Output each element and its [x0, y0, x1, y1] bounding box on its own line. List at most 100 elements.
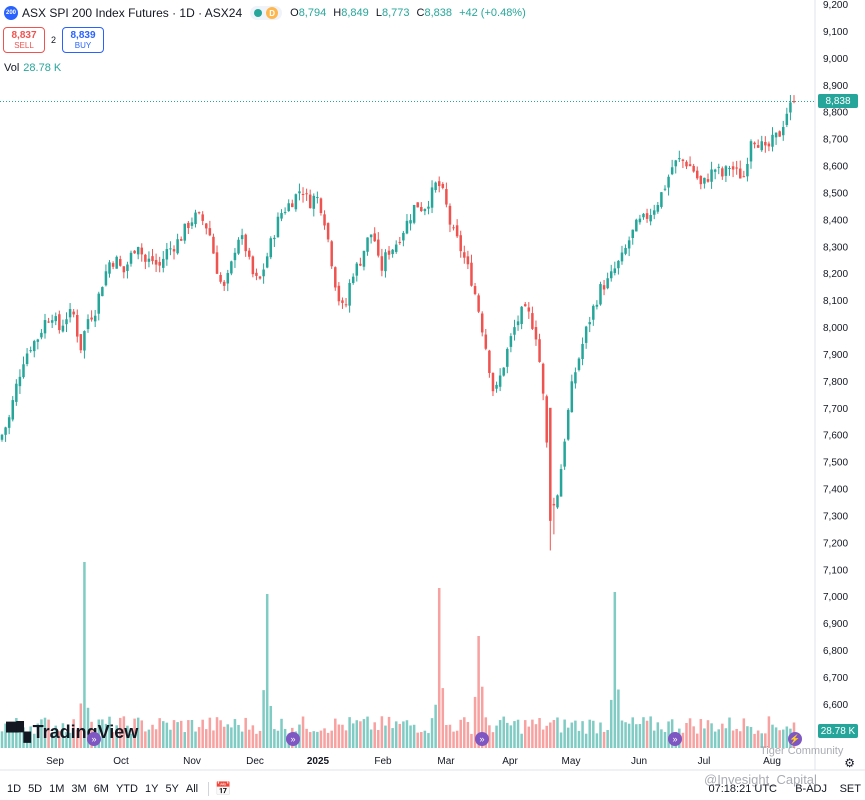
range-ytd[interactable]: YTD [115, 783, 138, 795]
volume-bar [599, 722, 602, 748]
volume-bar [405, 720, 409, 748]
volume-bar [724, 728, 728, 748]
volume-bar [190, 720, 194, 748]
session-toggle[interactable]: SET [839, 783, 861, 795]
candle-body [351, 276, 355, 283]
market-status[interactable]: D [250, 6, 283, 20]
change-value: +42 (+0.48%) [459, 7, 526, 19]
volume-bar [334, 718, 337, 748]
volume-bar [172, 720, 176, 748]
volume-bar [778, 730, 781, 748]
volume-bar [699, 719, 703, 748]
symbol-title[interactable]: ASX SPI 200 Index Futures · 1D · ASX24 [22, 6, 243, 20]
candle-body [531, 313, 534, 329]
volume-bar [581, 721, 584, 748]
sell-button[interactable]: 8,837 SELL [3, 27, 45, 53]
candle-body [552, 503, 556, 506]
range-6m[interactable]: 6M [93, 783, 109, 795]
volume-bar [36, 723, 40, 748]
volume-bar [423, 730, 427, 748]
volume-bar [735, 728, 738, 748]
volume-bar [215, 717, 219, 748]
x-tick-label: Jun [631, 756, 647, 767]
event-marker-double-chevron-icon[interactable]: » [475, 732, 489, 746]
volume-bar [0, 731, 4, 748]
y-tick-label: 8,200 [823, 269, 848, 280]
range-1d[interactable]: 1D [7, 783, 22, 795]
candle-body [273, 237, 276, 240]
volume-bar [455, 730, 459, 748]
y-tick-label: 7,400 [823, 485, 848, 496]
volume-bar [18, 725, 22, 748]
volume-bar [61, 723, 65, 748]
volume-bar [731, 730, 735, 748]
gear-icon[interactable]: ⚙ [844, 756, 855, 770]
candle-body [240, 235, 244, 240]
volume-bar [764, 733, 767, 748]
volume-bar [366, 716, 369, 748]
event-marker-double-chevron-icon[interactable]: » [286, 732, 300, 746]
volume-bar [240, 731, 244, 748]
x-tick-label: Jul [698, 756, 711, 767]
candle-body [101, 287, 104, 297]
range-all[interactable]: All [185, 783, 199, 795]
x-tick-label: Dec [246, 756, 264, 767]
range-5d[interactable]: 5D [28, 783, 43, 795]
volume-bar [642, 717, 645, 748]
buy-button[interactable]: 8,839 BUY [62, 27, 105, 53]
candle-body [470, 262, 473, 286]
volume-legend[interactable]: Vol 28.78 K [4, 62, 62, 74]
volume-bar [638, 724, 642, 748]
volume-bar [688, 718, 692, 748]
tradingview-logo[interactable]: ▀▚ TradingView [6, 722, 139, 742]
y-tick-label: 7,200 [823, 538, 848, 549]
event-marker-double-chevron-icon[interactable]: » [87, 732, 101, 746]
volume-bar [785, 726, 789, 748]
candle-body [25, 353, 29, 364]
volume-bar [76, 729, 79, 748]
event-marker-double-chevron-icon[interactable]: » [668, 732, 682, 746]
candle-body [294, 194, 298, 210]
y-tick-label: 8,000 [823, 323, 848, 334]
utc-clock[interactable]: 07:18:21 UTC [708, 783, 777, 795]
volume-bar [620, 720, 624, 748]
candle-body [222, 281, 226, 286]
volume-bar [359, 721, 362, 748]
volume-bar [104, 723, 108, 748]
volume-bar [452, 731, 455, 748]
volume-bar [592, 720, 595, 748]
volume-bar [466, 722, 470, 748]
range-1y[interactable]: 1Y [144, 783, 159, 795]
candle-body [491, 372, 495, 392]
volume-bar [595, 733, 599, 748]
volume-bar [154, 729, 158, 748]
symbol-badge[interactable]: 200 [4, 6, 18, 20]
volume-bar [115, 725, 118, 748]
candle-body [362, 250, 366, 267]
volume-bar [244, 717, 247, 748]
candle-body [792, 101, 796, 103]
volume-bar [355, 720, 359, 748]
candle-body [767, 143, 771, 147]
badj-toggle[interactable]: B-ADJ [795, 783, 827, 795]
volume-bar [179, 720, 183, 748]
candle-body [316, 197, 319, 199]
calendar-icon[interactable]: 📅 [215, 781, 232, 796]
range-3m[interactable]: 3M [71, 783, 87, 795]
volume-bar [649, 716, 652, 748]
volume-bar [409, 725, 412, 748]
range-5y[interactable]: 5Y [165, 783, 179, 795]
volume-bar [756, 730, 760, 748]
range-1m[interactable]: 1M [49, 783, 65, 795]
volume-bar [606, 730, 609, 748]
candle-body [122, 266, 126, 273]
candle-body [93, 315, 97, 322]
volume-bar [412, 724, 416, 748]
candle-body [774, 132, 778, 138]
event-marker-lightning-icon[interactable]: ⚡ [788, 732, 802, 746]
y-tick-label: 8,800 [823, 108, 848, 119]
last-price-tag: 8,838 [818, 94, 858, 109]
candle-body [366, 237, 369, 252]
volume-bar [692, 726, 695, 748]
